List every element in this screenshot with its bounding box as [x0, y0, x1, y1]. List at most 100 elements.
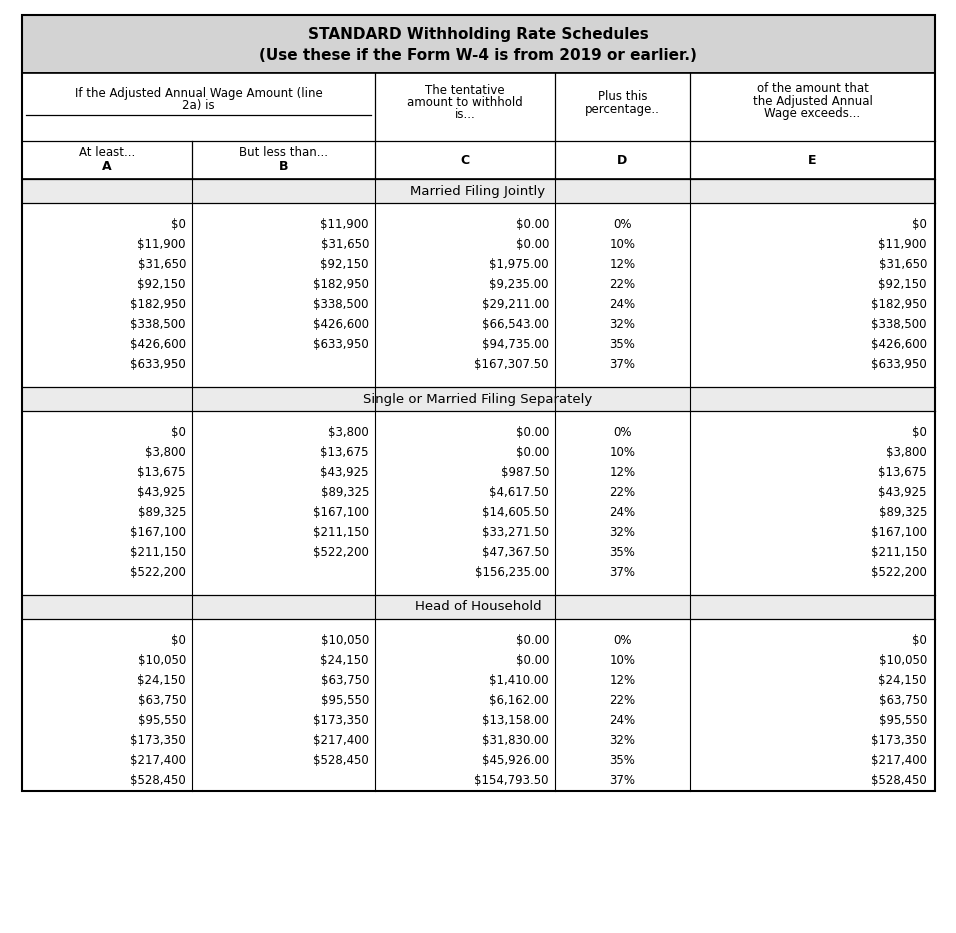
Text: At least...: At least...	[79, 146, 135, 160]
Text: 22%: 22%	[609, 278, 636, 291]
Text: $528,450: $528,450	[314, 755, 369, 768]
Bar	[22, 275, 935, 295]
Text: $528,450: $528,450	[130, 774, 186, 787]
Bar	[22, 235, 935, 255]
Bar	[22, 255, 935, 275]
Bar	[22, 315, 935, 335]
Bar	[22, 443, 935, 463]
Text: $13,158.00: $13,158.00	[482, 715, 549, 728]
Text: $11,900: $11,900	[879, 239, 927, 252]
Text: $13,675: $13,675	[879, 466, 927, 480]
Text: $338,500: $338,500	[131, 318, 186, 331]
Text: $0: $0	[171, 218, 186, 231]
Text: 12%: 12%	[609, 258, 636, 272]
Text: 10%: 10%	[610, 447, 636, 459]
Text: $63,750: $63,750	[320, 675, 369, 688]
Text: $11,900: $11,900	[138, 239, 186, 252]
Bar	[22, 751, 935, 771]
Text: $0.00: $0.00	[515, 426, 549, 439]
Bar	[22, 503, 935, 523]
Text: Wage exceeds...: Wage exceeds...	[765, 106, 860, 119]
Text: $522,200: $522,200	[130, 566, 186, 579]
Text: B: B	[279, 160, 289, 173]
Text: $1,975.00: $1,975.00	[489, 258, 549, 272]
Text: 37%: 37%	[610, 566, 636, 579]
Text: Plus this: Plus this	[598, 91, 647, 104]
Text: 2a) is: 2a) is	[183, 100, 215, 113]
Text: But less than...: But less than...	[239, 146, 328, 160]
Text: $31,830.00: $31,830.00	[482, 734, 549, 747]
Text: $63,750: $63,750	[879, 694, 927, 707]
Text: $43,925: $43,925	[138, 486, 186, 499]
Text: $0: $0	[171, 634, 186, 648]
Text: 0%: 0%	[613, 426, 632, 439]
Bar	[22, 563, 935, 583]
Text: $95,550: $95,550	[879, 715, 927, 728]
Text: $89,325: $89,325	[138, 507, 186, 520]
Text: $47,367.50: $47,367.50	[482, 547, 549, 560]
Text: $13,675: $13,675	[138, 466, 186, 480]
Text: $633,950: $633,950	[871, 358, 927, 371]
Text: $92,150: $92,150	[320, 258, 369, 272]
Bar	[22, 711, 935, 731]
Text: $95,550: $95,550	[321, 694, 369, 707]
Text: $173,350: $173,350	[314, 715, 369, 728]
Bar	[22, 179, 935, 203]
Text: 10%: 10%	[610, 655, 636, 667]
Text: D: D	[618, 154, 628, 166]
Bar	[22, 691, 935, 711]
Bar	[22, 651, 935, 671]
Text: 0%: 0%	[613, 634, 632, 648]
Bar	[22, 483, 935, 503]
Text: $33,271.50: $33,271.50	[482, 526, 549, 539]
Text: 35%: 35%	[610, 547, 636, 560]
Text: 32%: 32%	[610, 734, 636, 747]
Text: $182,950: $182,950	[871, 299, 927, 312]
Text: $0: $0	[912, 426, 927, 439]
Text: $0: $0	[912, 218, 927, 231]
Text: $24,150: $24,150	[320, 655, 369, 667]
Text: $173,350: $173,350	[130, 734, 186, 747]
Text: (Use these if the Form W-4 is from 2019 or earlier.): (Use these if the Form W-4 is from 2019 …	[259, 48, 697, 63]
Text: $0: $0	[171, 426, 186, 439]
Text: 37%: 37%	[610, 774, 636, 787]
Text: $4,617.50: $4,617.50	[489, 486, 549, 499]
Text: $10,050: $10,050	[321, 634, 369, 648]
Text: $13,675: $13,675	[320, 447, 369, 459]
Bar	[22, 631, 935, 651]
Text: E: E	[808, 154, 816, 166]
Bar	[22, 387, 935, 411]
Text: $29,211.00: $29,211.00	[482, 299, 549, 312]
Text: 24%: 24%	[609, 507, 636, 520]
Text: $173,350: $173,350	[871, 734, 927, 747]
Text: $528,450: $528,450	[871, 774, 927, 787]
Text: $10,050: $10,050	[138, 655, 186, 667]
Text: $522,200: $522,200	[871, 566, 927, 579]
Text: $522,200: $522,200	[314, 547, 369, 560]
Text: $987.50: $987.50	[501, 466, 549, 480]
Text: $31,650: $31,650	[320, 239, 369, 252]
Text: 32%: 32%	[610, 318, 636, 331]
Text: $31,650: $31,650	[879, 258, 927, 272]
Text: $9,235.00: $9,235.00	[489, 278, 549, 291]
Bar	[22, 335, 935, 355]
Text: $167,100: $167,100	[313, 507, 369, 520]
Text: $6,162.00: $6,162.00	[489, 694, 549, 707]
Text: 35%: 35%	[610, 339, 636, 352]
Text: $24,150: $24,150	[138, 675, 186, 688]
Text: $338,500: $338,500	[872, 318, 927, 331]
Text: $1,410.00: $1,410.00	[489, 675, 549, 688]
Text: Head of Household: Head of Household	[415, 601, 541, 614]
Text: $167,100: $167,100	[130, 526, 186, 539]
Bar	[22, 15, 935, 73]
Text: amount to withhold: amount to withhold	[407, 96, 523, 109]
Text: $94,735.00: $94,735.00	[482, 339, 549, 352]
Bar	[22, 73, 935, 179]
Text: $211,150: $211,150	[130, 547, 186, 560]
Text: C: C	[461, 154, 469, 166]
Text: $0.00: $0.00	[515, 218, 549, 231]
Text: $182,950: $182,950	[130, 299, 186, 312]
Text: $0.00: $0.00	[515, 655, 549, 667]
Text: $3,800: $3,800	[328, 426, 369, 439]
Text: the Adjusted Annual: the Adjusted Annual	[752, 94, 873, 107]
